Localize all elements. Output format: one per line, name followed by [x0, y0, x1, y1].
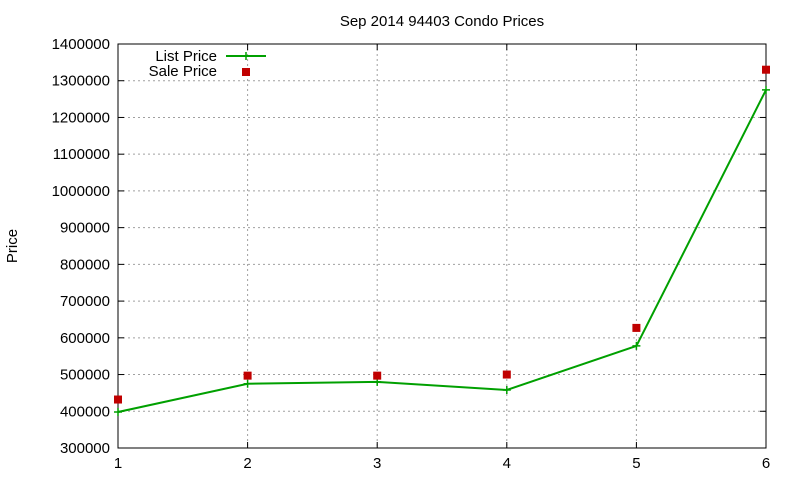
- gridlines: [117, 43, 767, 449]
- sale-price-point: [373, 371, 382, 380]
- y-tick-label: 1000000: [52, 183, 110, 200]
- y-tick-label: 800000: [60, 256, 110, 273]
- tick-labels: 300000 400000 500000 600000 700000 800000 9000…: [52, 36, 771, 472]
- list-price-point: [114, 408, 122, 417]
- x-tick-label: 1: [114, 455, 122, 472]
- x-tick-label: 5: [632, 455, 640, 472]
- y-tick-label: 700000: [60, 293, 110, 310]
- list-price-point: [243, 379, 252, 388]
- plot-area-border: [117, 43, 767, 449]
- sale-price-point: [762, 65, 770, 74]
- y-axis-label: Price: [4, 229, 21, 263]
- legend: List Price Sale Price: [149, 48, 266, 80]
- sale-price-point: [502, 370, 511, 379]
- list-price-point: [502, 385, 511, 394]
- legend-label-list-price: List Price: [155, 48, 217, 65]
- y-tick-label: 600000: [60, 330, 110, 347]
- chart-title: Sep 2014 94403 Condo Prices: [340, 13, 544, 30]
- x-tick-label: 3: [373, 455, 381, 472]
- list-price-line: [117, 89, 767, 413]
- series-layer: [114, 65, 770, 417]
- y-tick-label: 1200000: [52, 109, 110, 126]
- x-tick-label: 6: [762, 455, 770, 472]
- legend-label-sale-price: Sale Price: [149, 63, 217, 80]
- legend-marker-sale-price: [242, 68, 250, 76]
- legend-marker-list-price: [242, 52, 250, 60]
- y-tick-label: 1300000: [52, 73, 110, 90]
- y-tick-label: 300000: [60, 440, 110, 457]
- sale-price-point: [243, 371, 252, 380]
- x-tick-label: 4: [503, 455, 511, 472]
- x-tick-label: 2: [243, 455, 251, 472]
- y-tick-label: 1100000: [53, 146, 110, 163]
- y-tick-label: 1400000: [52, 36, 110, 53]
- sale-price-point: [114, 395, 122, 404]
- list-price-point: [632, 341, 641, 350]
- y-tick-label: 400000: [60, 403, 110, 420]
- y-tick-label: 500000: [60, 367, 110, 384]
- y-tick-label: 900000: [60, 220, 110, 237]
- list-price-point: [762, 85, 770, 94]
- sale-price-point: [632, 323, 641, 332]
